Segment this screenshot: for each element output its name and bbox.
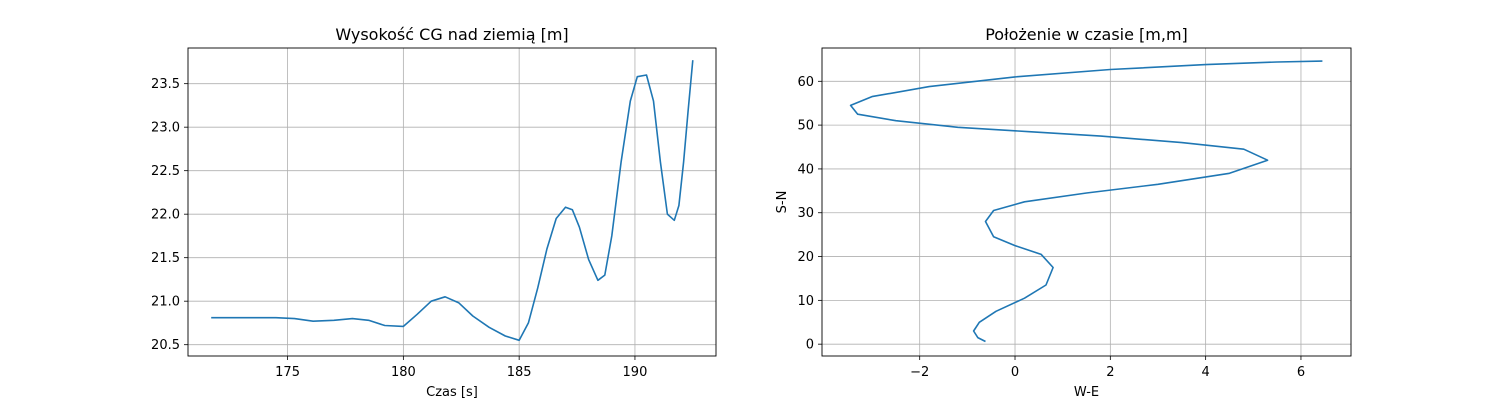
y-tick-label: 60 bbox=[797, 75, 814, 90]
y-tick-label: 21.0 bbox=[151, 295, 180, 310]
y-tick-label: 23.0 bbox=[151, 121, 180, 136]
x-tick-label: 180 bbox=[391, 365, 416, 380]
series-line bbox=[849, 60, 1323, 343]
x-tick-label: 190 bbox=[623, 365, 648, 380]
series-line bbox=[211, 60, 694, 342]
y-tick-label: 30 bbox=[797, 206, 814, 221]
y-tick-label: 50 bbox=[797, 119, 814, 134]
y-tick-label: 22.0 bbox=[151, 208, 180, 223]
y-axis-label: S-N bbox=[775, 191, 790, 214]
axes-frame bbox=[821, 47, 1352, 357]
x-tick-label: 0 bbox=[1011, 365, 1019, 380]
axes-frame bbox=[187, 47, 717, 357]
x-axis-label: Czas [s] bbox=[426, 385, 478, 400]
y-tick-label: 20.5 bbox=[151, 338, 180, 353]
x-axis-label: W-E bbox=[1074, 385, 1099, 400]
x-tick-label: 185 bbox=[507, 365, 532, 380]
y-tick-label: 0 bbox=[806, 338, 814, 353]
y-tick-label: 20 bbox=[797, 250, 814, 265]
chart-title: Położenie w czasie [m,m] bbox=[985, 25, 1188, 44]
y-tick-label: 23.5 bbox=[151, 77, 180, 92]
y-tick-label: 10 bbox=[797, 294, 814, 309]
x-tick-label: 6 bbox=[1297, 365, 1305, 380]
y-tick-label: 21.5 bbox=[151, 251, 180, 266]
x-tick-label: 2 bbox=[1106, 365, 1114, 380]
x-tick-label: 175 bbox=[275, 365, 300, 380]
chart-title: Wysokość CG nad ziemią [m] bbox=[335, 25, 568, 44]
x-tick-label: −2 bbox=[910, 365, 929, 380]
y-tick-label: 22.5 bbox=[151, 164, 180, 179]
x-tick-label: 4 bbox=[1202, 365, 1210, 380]
y-tick-label: 40 bbox=[797, 162, 814, 177]
plot-height-vs-time: 175 180 185 190 20.5 21.0 21.5 22.0 22.5 23.0 23.5… bbox=[151, 25, 717, 400]
